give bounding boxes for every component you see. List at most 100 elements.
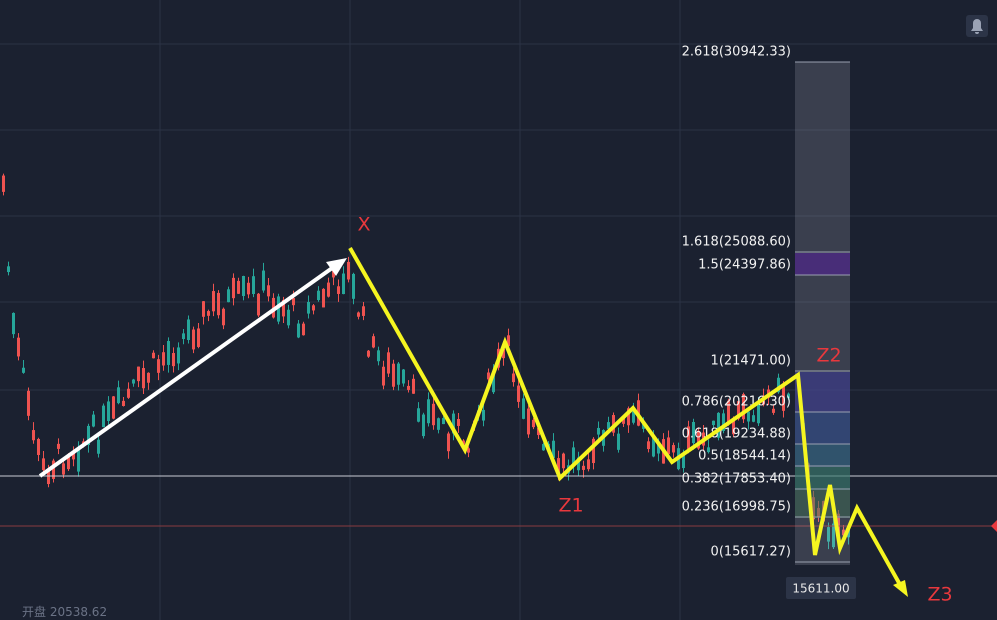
price-tag-box	[786, 577, 856, 599]
wave-label: Z3	[927, 584, 952, 606]
candle-body	[57, 443, 60, 449]
fib-band	[795, 372, 850, 412]
candle-body	[257, 293, 260, 316]
fib-label: 1.618(25088.60)	[682, 235, 791, 250]
candle-body	[317, 290, 320, 301]
candle-body	[322, 288, 325, 308]
wave-label: X	[357, 214, 370, 236]
candle-body	[402, 369, 405, 384]
candle-body	[362, 306, 365, 316]
candle-body	[772, 408, 775, 413]
wave-path	[348, 247, 905, 591]
candle-body	[572, 447, 575, 466]
candle-body	[387, 352, 390, 374]
candle-body	[337, 286, 340, 294]
candle-body	[832, 523, 835, 548]
candle-body	[152, 352, 155, 359]
candle-body	[232, 277, 235, 299]
candle-body	[747, 411, 750, 422]
candle-body	[752, 415, 755, 422]
impulse-arrow	[38, 264, 337, 478]
fib-label: 0(15617.27)	[711, 545, 791, 560]
candle-body	[207, 311, 210, 316]
candle-body	[147, 372, 150, 383]
candle-body	[632, 409, 635, 423]
candle-body	[542, 444, 545, 451]
candle-body	[467, 448, 470, 453]
candle-body	[142, 368, 145, 389]
candle-body	[737, 401, 740, 419]
candle-body	[22, 367, 25, 373]
candle-body	[582, 465, 585, 470]
candle-body	[657, 443, 660, 454]
candle-body	[192, 329, 195, 350]
arrow-head	[326, 258, 347, 276]
candle-body	[342, 273, 345, 295]
candle-body	[782, 386, 785, 411]
candle-body	[392, 363, 395, 387]
fib-label: 0.618(19234.88)	[682, 427, 791, 442]
candle-body	[517, 385, 520, 402]
candle-body	[457, 419, 460, 426]
candle-body	[327, 282, 330, 297]
candle-body	[757, 404, 760, 424]
wave-label: Z2	[816, 345, 841, 367]
fib-label: 0.236(16998.75)	[682, 500, 791, 515]
candle-body	[137, 366, 140, 382]
candle-body	[87, 425, 90, 446]
candle-body	[17, 337, 20, 357]
candle-body	[562, 453, 565, 469]
candle-body	[722, 413, 725, 432]
candle-body	[212, 291, 215, 312]
candle-body	[222, 308, 225, 326]
candle-body	[367, 350, 370, 357]
candle-body	[297, 323, 300, 338]
candle-body	[427, 399, 430, 424]
candle-body	[617, 433, 620, 450]
candle-body	[372, 336, 375, 348]
candle-body	[527, 408, 530, 435]
candle-body	[742, 394, 745, 420]
candle-body	[12, 312, 15, 335]
candle-body	[717, 412, 720, 438]
candle-body	[412, 378, 415, 394]
candle-body	[667, 437, 670, 455]
candle-body	[592, 438, 595, 464]
candle-body	[62, 463, 65, 475]
candle-body	[647, 441, 650, 450]
fib-label: 0.786(20216.30)	[682, 395, 791, 410]
candle-body	[97, 439, 100, 454]
candle-body	[282, 299, 285, 317]
candle-body	[827, 527, 830, 542]
candle-body	[652, 435, 655, 457]
candle-body	[177, 347, 180, 364]
candle-body	[587, 459, 590, 470]
candle-body	[487, 372, 490, 380]
candle-body	[37, 438, 40, 455]
candle-body	[277, 296, 280, 322]
candle-body	[187, 319, 190, 340]
candle-body	[122, 400, 125, 406]
candle-body	[537, 427, 540, 436]
candle-body	[407, 385, 410, 390]
candle-body	[512, 373, 515, 383]
price-tag: 15611.00	[792, 582, 849, 596]
candle-body	[182, 333, 185, 340]
candle-body	[162, 352, 165, 366]
candle-body	[557, 458, 560, 476]
candle-body	[482, 409, 485, 421]
candle-body	[157, 359, 160, 373]
candle-body	[672, 445, 675, 453]
candle-body	[382, 366, 385, 386]
candle-body	[202, 301, 205, 317]
candle-body	[312, 305, 315, 311]
candle-body	[287, 309, 290, 326]
candle-body	[492, 371, 495, 393]
candle-body	[507, 335, 510, 347]
candle-body	[452, 413, 455, 434]
candle-body	[687, 426, 690, 449]
candle-body	[237, 280, 240, 294]
candle-body	[197, 328, 200, 347]
